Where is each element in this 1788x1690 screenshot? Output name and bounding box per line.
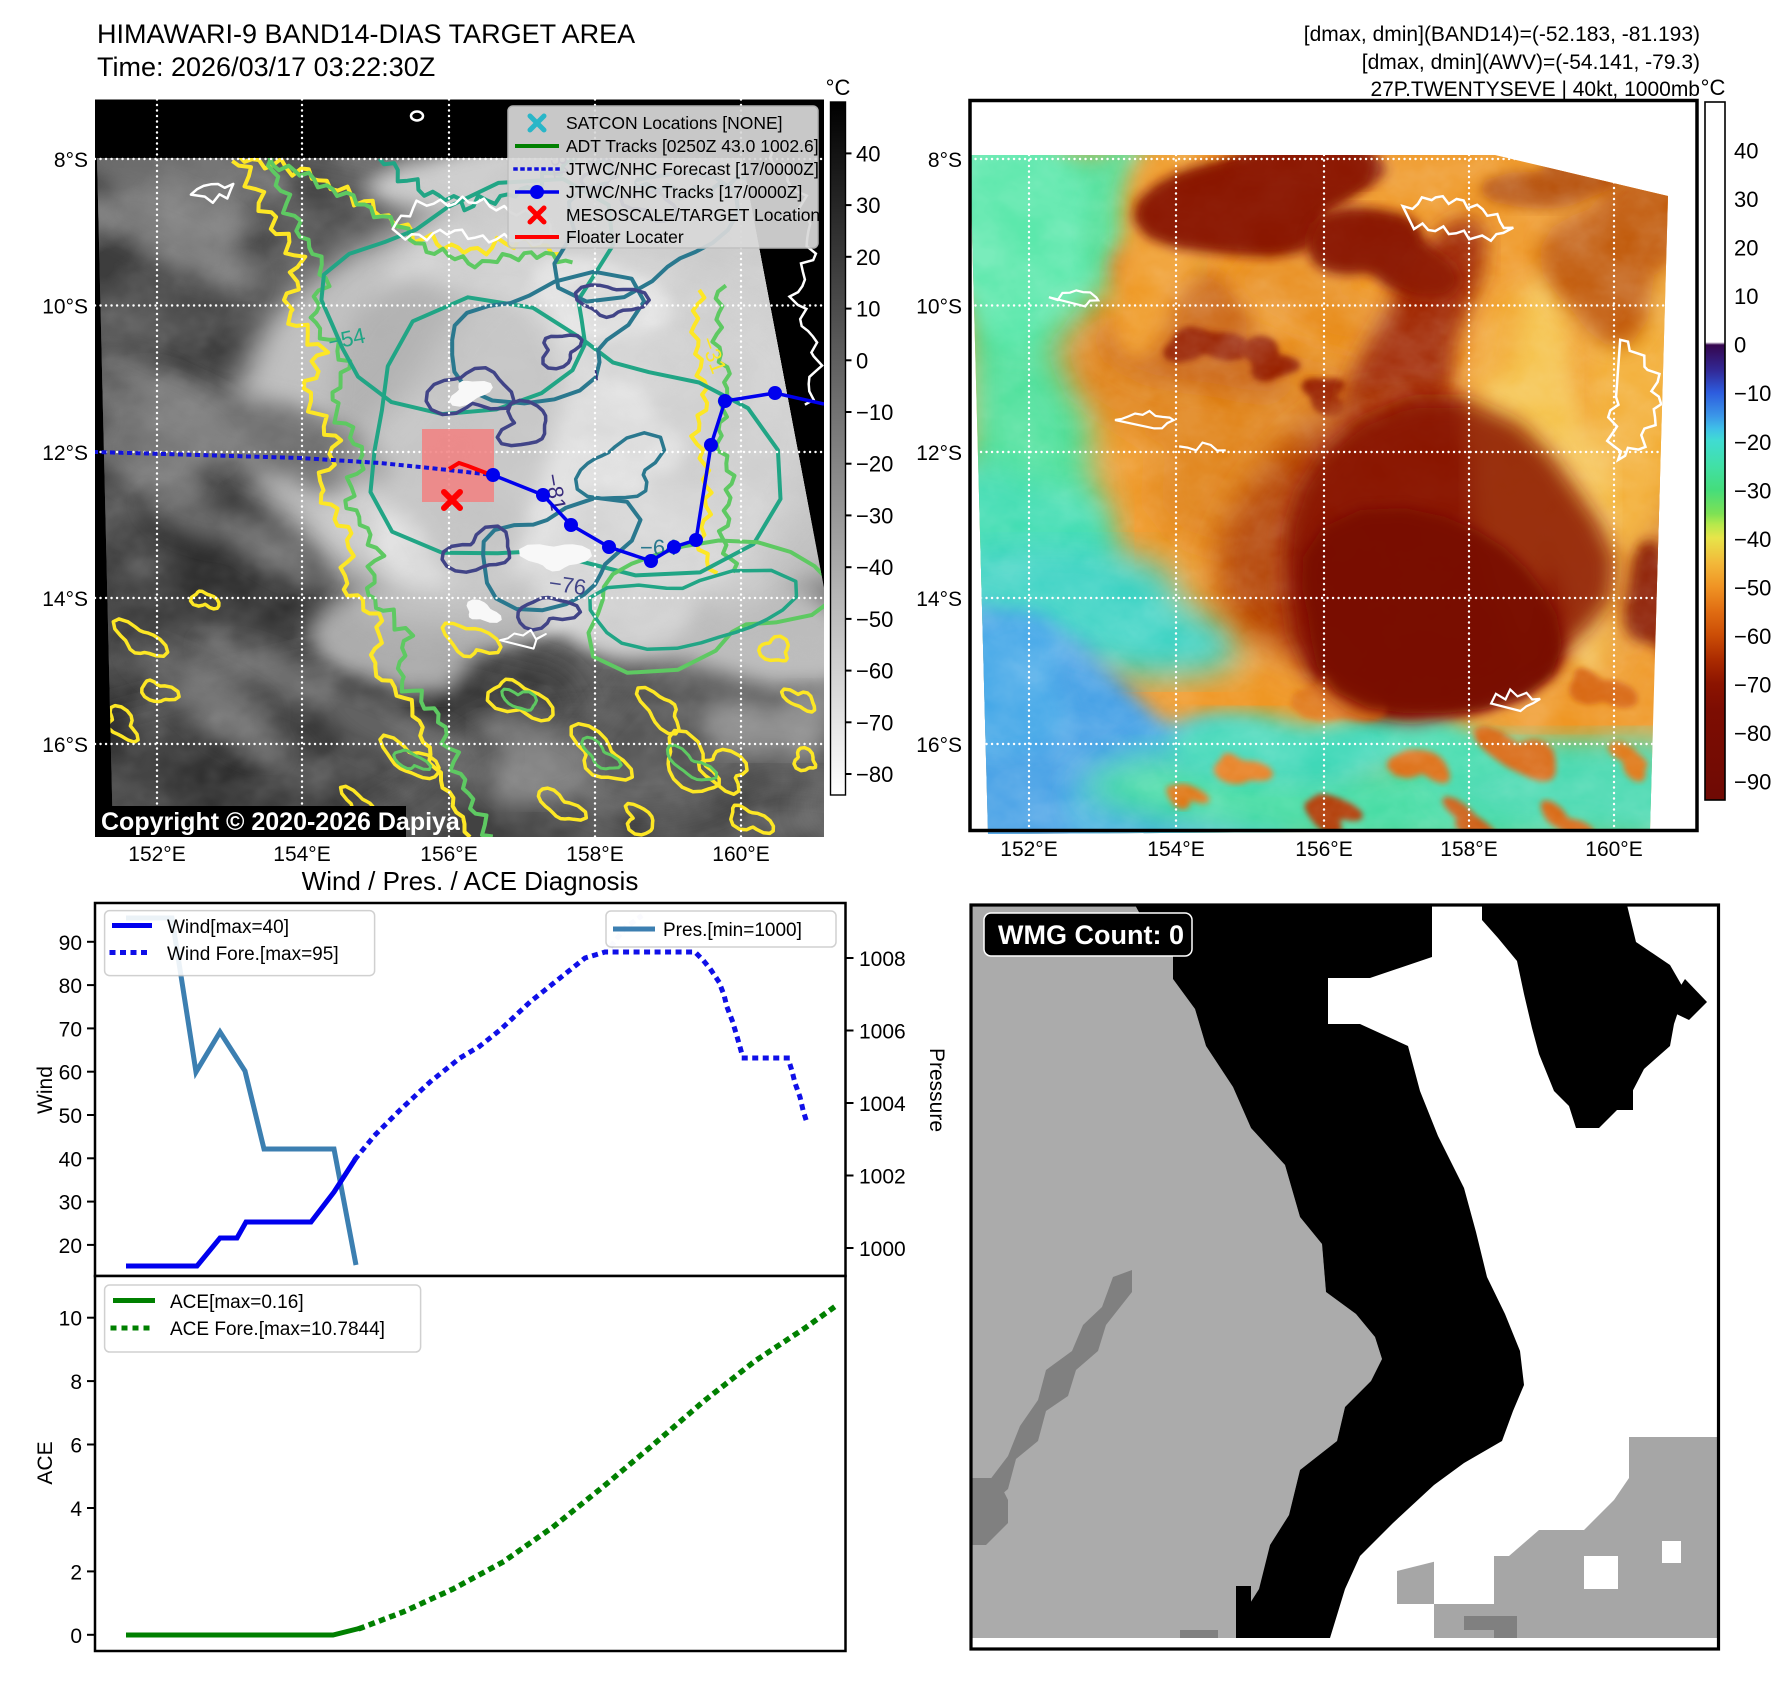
svg-text:−90: −90	[1734, 770, 1771, 795]
svg-text:−70: −70	[856, 710, 893, 735]
svg-text:SATCON Locations [NONE]: SATCON Locations [NONE]	[566, 113, 783, 133]
svg-text:−30: −30	[1734, 478, 1771, 503]
svg-text:−20: −20	[856, 452, 893, 477]
svg-text:0: 0	[1734, 333, 1746, 358]
svg-text:1006: 1006	[859, 1021, 906, 1044]
svg-text:−50: −50	[1734, 576, 1771, 601]
svg-text:ADT Tracks [0250Z 43.0 1002.6]: ADT Tracks [0250Z 43.0 1002.6]	[566, 136, 819, 156]
svg-text:50: 50	[59, 1105, 82, 1128]
svg-text:Copyright © 2020-2026 Dapiya: Copyright © 2020-2026 Dapiya	[101, 808, 461, 836]
svg-text:154°E: 154°E	[1147, 838, 1204, 861]
svg-text:160°E: 160°E	[712, 843, 769, 866]
svg-text:154°E: 154°E	[273, 843, 330, 866]
svg-text:−60: −60	[856, 659, 893, 684]
svg-text:JTWC/NHC Forecast [17/0000Z]: JTWC/NHC Forecast [17/0000Z]	[566, 159, 819, 179]
svg-text:30: 30	[1734, 187, 1758, 212]
svg-text:0: 0	[856, 348, 868, 373]
svg-text:6: 6	[70, 1435, 82, 1458]
svg-text:40: 40	[1734, 139, 1758, 164]
svg-text:158°E: 158°E	[1440, 838, 1497, 861]
svg-text:156°E: 156°E	[420, 843, 477, 866]
svg-text:20: 20	[856, 245, 880, 270]
svg-text:MESOSCALE/TARGET Location: MESOSCALE/TARGET Location	[566, 205, 820, 225]
svg-text:ACE[max=0.16]: ACE[max=0.16]	[170, 1292, 304, 1313]
svg-text:Floater Locater: Floater Locater	[566, 227, 684, 247]
svg-text:[dmax, dmin](AWV)=(-54.141, -7: [dmax, dmin](AWV)=(-54.141, -79.3)	[1362, 51, 1700, 74]
svg-text:HIMAWARI-9 BAND14-DIAS TARGET: HIMAWARI-9 BAND14-DIAS TARGET AREA	[97, 19, 635, 49]
svg-text:JTWC/NHC Tracks [17/0000Z]: JTWC/NHC Tracks [17/0000Z]	[566, 182, 802, 202]
svg-text:−30: −30	[856, 503, 893, 528]
svg-text:Wind Fore.[max=95]: Wind Fore.[max=95]	[167, 944, 339, 965]
svg-text:1000: 1000	[859, 1238, 906, 1261]
svg-text:8°S: 8°S	[928, 149, 962, 172]
svg-text:158°E: 158°E	[566, 843, 623, 866]
svg-text:14°S: 14°S	[916, 588, 962, 611]
svg-text:20: 20	[1734, 236, 1758, 261]
svg-text:70: 70	[59, 1018, 82, 1041]
svg-text:30: 30	[59, 1192, 82, 1215]
svg-text:8: 8	[70, 1371, 82, 1394]
svg-text:4: 4	[70, 1498, 82, 1521]
svg-text:1002: 1002	[859, 1166, 906, 1189]
svg-text:40: 40	[856, 141, 880, 166]
svg-text:90: 90	[59, 932, 82, 955]
svg-text:−70: −70	[1734, 673, 1771, 698]
svg-text:0: 0	[70, 1625, 82, 1648]
svg-text:10: 10	[1734, 284, 1758, 309]
svg-text:27P.TWENTYSEVE | 40kt, 1000mb: 27P.TWENTYSEVE | 40kt, 1000mb	[1370, 78, 1700, 101]
svg-text:8°S: 8°S	[54, 149, 88, 172]
svg-text:°C: °C	[1701, 75, 1726, 100]
svg-text:ACE Fore.[max=10.7844]: ACE Fore.[max=10.7844]	[170, 1319, 385, 1340]
svg-text:−10: −10	[856, 400, 893, 425]
svg-text:30: 30	[856, 193, 880, 218]
svg-text:12°S: 12°S	[916, 442, 962, 465]
svg-text:−50: −50	[856, 607, 893, 632]
svg-text:10: 10	[856, 297, 880, 322]
svg-text:WMG Count: 0: WMG Count: 0	[998, 920, 1184, 950]
svg-text:[dmax, dmin](BAND14)=(-52.183,: [dmax, dmin](BAND14)=(-52.183, -81.193)	[1304, 23, 1700, 46]
svg-text:−60: −60	[1734, 624, 1771, 649]
svg-text:Time: 2026/03/17 03:22:30Z: Time: 2026/03/17 03:22:30Z	[97, 52, 435, 82]
svg-text:10°S: 10°S	[916, 296, 962, 319]
svg-text:2: 2	[70, 1561, 82, 1584]
svg-text:−80: −80	[856, 762, 893, 787]
svg-text:152°E: 152°E	[128, 843, 185, 866]
svg-text:20: 20	[59, 1235, 82, 1258]
svg-text:10: 10	[59, 1308, 82, 1331]
svg-text:Pres.[min=1000]: Pres.[min=1000]	[663, 920, 802, 941]
svg-text:−76: −76	[547, 570, 587, 600]
svg-text:−20: −20	[1734, 430, 1771, 455]
svg-text:−80: −80	[1734, 721, 1771, 746]
svg-text:Wind[max=40]: Wind[max=40]	[167, 917, 289, 938]
svg-text:14°S: 14°S	[42, 588, 88, 611]
svg-text:Pressure: Pressure	[925, 1048, 948, 1132]
svg-text:1004: 1004	[859, 1093, 906, 1116]
svg-text:1008: 1008	[859, 948, 906, 971]
svg-text:16°S: 16°S	[42, 734, 88, 757]
svg-text:156°E: 156°E	[1295, 838, 1352, 861]
svg-text:10°S: 10°S	[42, 296, 88, 319]
svg-text:60: 60	[59, 1062, 82, 1085]
svg-text:°C: °C	[826, 75, 851, 100]
svg-text:Wind / Pres. / ACE Diagnosis: Wind / Pres. / ACE Diagnosis	[302, 866, 639, 896]
svg-text:80: 80	[59, 975, 82, 998]
svg-text:Wind: Wind	[34, 1066, 57, 1114]
svg-text:ACE: ACE	[34, 1441, 57, 1484]
svg-text:−40: −40	[856, 555, 893, 580]
svg-text:160°E: 160°E	[1585, 838, 1642, 861]
svg-text:40: 40	[59, 1148, 82, 1171]
svg-text:16°S: 16°S	[916, 734, 962, 757]
svg-text:−40: −40	[1734, 527, 1771, 552]
svg-text:152°E: 152°E	[1000, 838, 1057, 861]
svg-text:−10: −10	[1734, 381, 1771, 406]
svg-text:12°S: 12°S	[42, 442, 88, 465]
